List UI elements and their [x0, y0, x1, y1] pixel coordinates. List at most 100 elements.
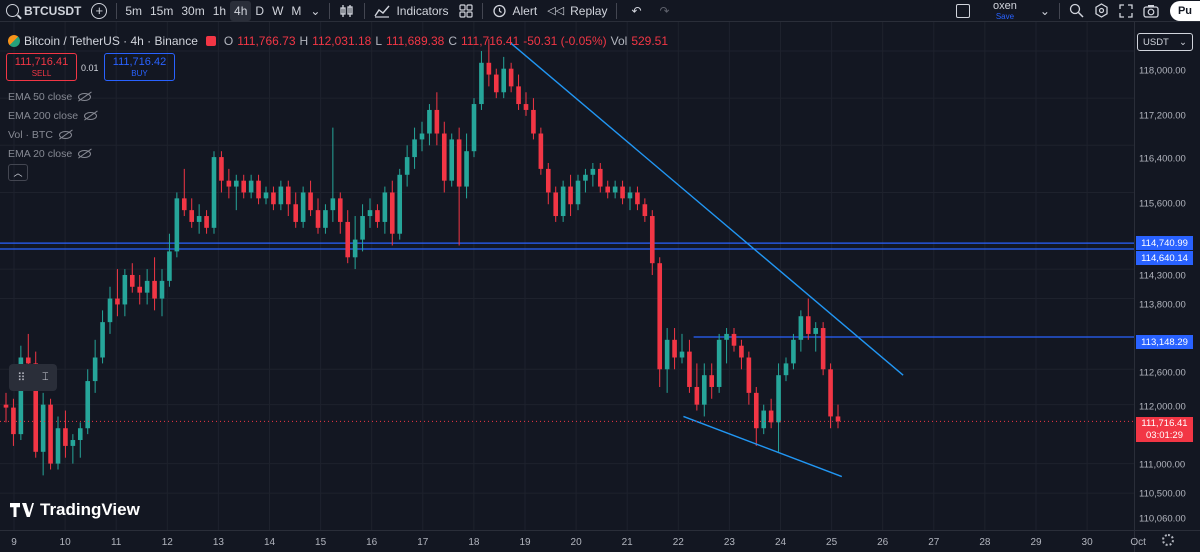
replay-button[interactable]: ◁◁ Replay [542, 0, 612, 22]
order-quantity[interactable]: 0.01 [81, 63, 99, 73]
candle-body [471, 104, 477, 152]
chart-type-button[interactable] [334, 0, 360, 22]
price-chart-canvas[interactable] [0, 22, 1134, 530]
interval-15m[interactable]: 15m [150, 3, 174, 18]
indicators-icon [374, 5, 391, 18]
undo-button[interactable]: ↶ [621, 0, 651, 22]
redo-button[interactable]: ↷ [652, 0, 678, 22]
eye-hidden-icon[interactable] [78, 92, 92, 101]
candle-body [523, 104, 529, 110]
currency-selector[interactable]: USDT ⌄ [1137, 33, 1193, 51]
indicator-ema20[interactable]: EMA 20 close [8, 144, 97, 163]
layout-square-button[interactable] [951, 0, 975, 22]
candle-body [493, 74, 499, 93]
candle-body [731, 333, 737, 346]
interval-d[interactable]: D [255, 3, 265, 18]
interval-5m[interactable]: 5m [125, 3, 142, 18]
templates-button[interactable] [454, 0, 478, 22]
quick-search-button[interactable] [1064, 0, 1089, 22]
indicator-volume[interactable]: Vol · BTC [8, 125, 97, 144]
settings-button[interactable] [1089, 0, 1114, 22]
candle-body [716, 339, 722, 387]
legend-volume-label: Vol [610, 34, 628, 48]
candle-body [709, 375, 715, 387]
candle-body [382, 192, 388, 222]
level-tag-113148[interactable]: 113,148.29 [1136, 335, 1193, 349]
time-tick-label: 28 [979, 537, 991, 548]
candle-body [575, 180, 581, 205]
interval-30m[interactable]: 30m [181, 3, 205, 18]
interval-4h[interactable]: 4h [230, 0, 252, 21]
candle-body [516, 86, 521, 105]
candle-body [657, 263, 663, 370]
legend-open-label: O [223, 34, 234, 48]
time-tick-label: 24 [774, 537, 787, 548]
chevron-down-icon: ⌄ [1179, 36, 1187, 48]
candle-body [159, 280, 165, 299]
toolbar-divider [364, 2, 366, 19]
level-tag-114740[interactable]: 114,740.99 [1136, 236, 1193, 250]
candle-body [189, 210, 195, 222]
candle-body [805, 316, 811, 334]
buy-button[interactable]: 111,716.42 BUY [104, 53, 175, 81]
legend-volume: 529.51 [631, 34, 669, 48]
candle-body [768, 410, 774, 423]
candle-body [345, 221, 351, 258]
time-tick-label: 22 [672, 537, 684, 548]
symbol-search-button[interactable]: BTCUSDT [0, 0, 86, 22]
fullscreen-button[interactable] [1114, 0, 1138, 22]
legend-title[interactable]: Bitcoin / TetherUS · 4h · Binance [24, 34, 198, 48]
layout-name-button[interactable]: oxen Save [975, 0, 1035, 21]
currency-label: USDT [1143, 36, 1169, 48]
interval-1h[interactable]: 1h [212, 3, 227, 18]
collapse-legend-button[interactable]: ︿ [8, 164, 28, 181]
candle-body [397, 174, 403, 234]
price-tick: 112,600.00 [1139, 367, 1186, 379]
candle-body [144, 280, 150, 293]
alert-button[interactable]: Alert [487, 0, 543, 22]
candle-body [256, 180, 261, 199]
price-axis[interactable] [1134, 22, 1200, 530]
replay-label: Replay [570, 3, 608, 18]
drawing-toolbar-floating[interactable]: ⠿ ⌶ [9, 364, 57, 391]
text-cursor-icon[interactable]: ⌶ [42, 371, 49, 383]
buy-label: BUY [131, 68, 148, 78]
candle-body [181, 198, 187, 211]
compare-symbol-button[interactable]: + [86, 0, 112, 22]
interval-w[interactable]: W [272, 3, 284, 18]
eye-hidden-icon[interactable] [58, 130, 72, 139]
plus-circle-icon: + [91, 2, 108, 19]
interval-m[interactable]: M [291, 3, 302, 18]
level-tag-114640[interactable]: 114,640.14 [1136, 251, 1193, 265]
indicator-label: EMA 20 close [8, 147, 73, 160]
candle-body [285, 186, 291, 205]
drag-handle-icon[interactable]: ⠿ [17, 372, 26, 384]
indicator-ema200[interactable]: EMA 200 close [8, 106, 98, 125]
eye-hidden-icon[interactable] [78, 149, 92, 158]
tradingview-logo[interactable]: TradingView [10, 500, 140, 520]
snapshot-button[interactable] [1138, 0, 1164, 22]
layout-save-status: Save [995, 11, 1015, 21]
candle-body [122, 274, 128, 305]
publish-button[interactable]: Pu [1169, 0, 1200, 21]
candle-body [412, 139, 417, 158]
candle-body [404, 157, 410, 175]
indicators-button[interactable]: Indicators [369, 0, 453, 22]
candle-body [449, 139, 455, 181]
eye-hidden-icon[interactable] [84, 111, 98, 120]
candle-body [783, 363, 789, 376]
candle-body [427, 109, 432, 134]
candle-body [137, 286, 143, 293]
time-tick-label: 9 [11, 537, 17, 548]
gear-icon [1095, 3, 1108, 18]
interval-dropdown-button[interactable]: ⌄ [305, 0, 325, 22]
chart-settings-gear-icon[interactable] [1162, 534, 1174, 546]
candle-body [271, 192, 276, 205]
indicator-ema50[interactable]: EMA 50 close [8, 87, 97, 106]
magnifier-icon [1069, 3, 1084, 18]
layout-dropdown-button[interactable]: ⌄ [1035, 0, 1055, 22]
time-axis[interactable] [0, 530, 1134, 552]
candle-body [323, 210, 328, 228]
time-tick-label: Oct [1130, 537, 1146, 548]
sell-button[interactable]: 111,716.41 SELL [6, 53, 77, 81]
